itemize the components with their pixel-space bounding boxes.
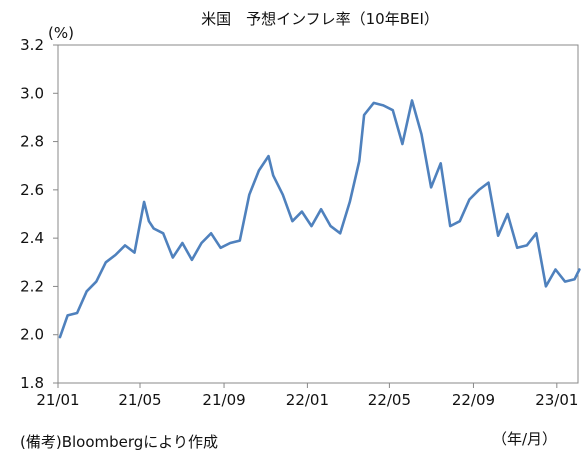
y-axis-unit-label: (%) — [48, 24, 74, 42]
y-tick-label: 2.6 — [20, 181, 44, 199]
x-tick-label: 21/09 — [202, 391, 245, 409]
x-tick-label: 22/09 — [452, 391, 495, 409]
plot-area-frame — [57, 44, 579, 384]
y-tick-label: 3.2 — [20, 36, 44, 54]
y-tick-label: 3.0 — [20, 84, 44, 102]
y-tick-label: 1.8 — [20, 374, 44, 392]
series-line-1 — [58, 99, 581, 339]
y-tick-label: 2.4 — [20, 229, 44, 247]
x-tick-label: 22/05 — [368, 391, 411, 409]
x-tick-label: 22/01 — [286, 391, 329, 409]
y-axis: 1.8 2.0 2.2 2.4 2.6 2.8 3.0 3.2 — [20, 36, 58, 392]
y-tick-label: 2.2 — [20, 277, 44, 295]
y-tick-label: 2.8 — [20, 133, 44, 151]
x-tick-label: 21/05 — [118, 391, 161, 409]
y-tick-label: 2.0 — [20, 326, 44, 344]
chart-title: 米国 予想インフレ率（10年BEI） — [201, 10, 439, 28]
series-layer — [58, 99, 581, 339]
x-tick-label: 23/01 — [535, 391, 578, 409]
x-tick-label: 21/01 — [36, 391, 79, 409]
source-note: (備考)Bloombergにより作成 — [20, 433, 219, 451]
x-axis-unit-label: （年/月） — [492, 430, 558, 448]
x-axis: 21/01 21/05 21/09 22/01 22/05 22/09 23/01 — [36, 383, 578, 409]
